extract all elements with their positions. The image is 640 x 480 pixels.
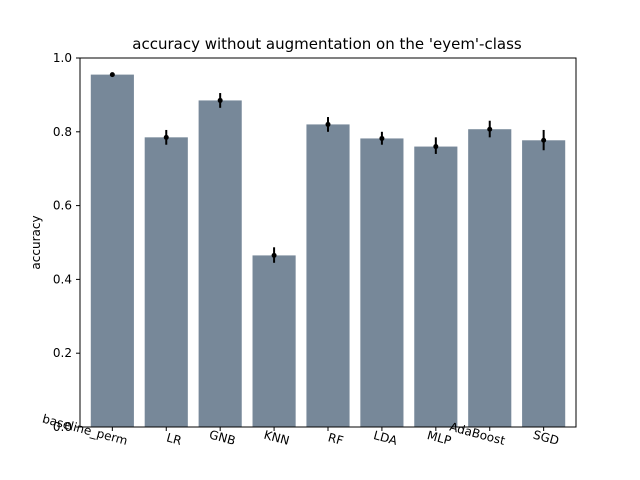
bars-layer [90,74,566,428]
y-axis-label: accuracy [29,215,43,269]
x-tick-label: GNB [208,428,237,448]
chart-title: accuracy without augmentation on the 'ey… [132,35,522,53]
bar [360,138,404,427]
bar [198,100,242,427]
y-tick-label: 1.0 [53,51,72,65]
y-tick-label: 0.8 [53,125,72,139]
mean-point [379,135,385,141]
x-tick-label: SGD [532,428,561,448]
x-tick-label: KNN [262,428,291,448]
mean-point [217,97,223,103]
bar [306,124,350,428]
x-tick-label: MLP [426,428,453,448]
y-axis: 0.0 0.2 0.4 0.6 0.8 1.0 [53,51,80,434]
mean-point [433,144,439,150]
x-tick-label: RF [326,430,344,447]
y-tick-label: 0.0 [53,420,72,434]
bar [252,255,296,427]
x-tick-label: LDA [372,428,399,448]
bar [90,74,134,427]
mean-point [271,252,277,258]
bar [414,146,458,427]
bar [522,140,566,428]
bar [144,137,188,427]
mean-point [163,134,169,140]
errorbars-layer [109,72,547,263]
mean-point [325,121,331,127]
y-tick-label: 0.2 [53,346,72,360]
mean-point [541,137,547,143]
mean-point [109,72,115,78]
mean-point [487,126,493,132]
bar [468,129,512,428]
x-tick-label: LR [165,430,183,447]
y-tick-label: 0.4 [53,272,72,286]
y-tick-label: 0.6 [53,199,72,213]
